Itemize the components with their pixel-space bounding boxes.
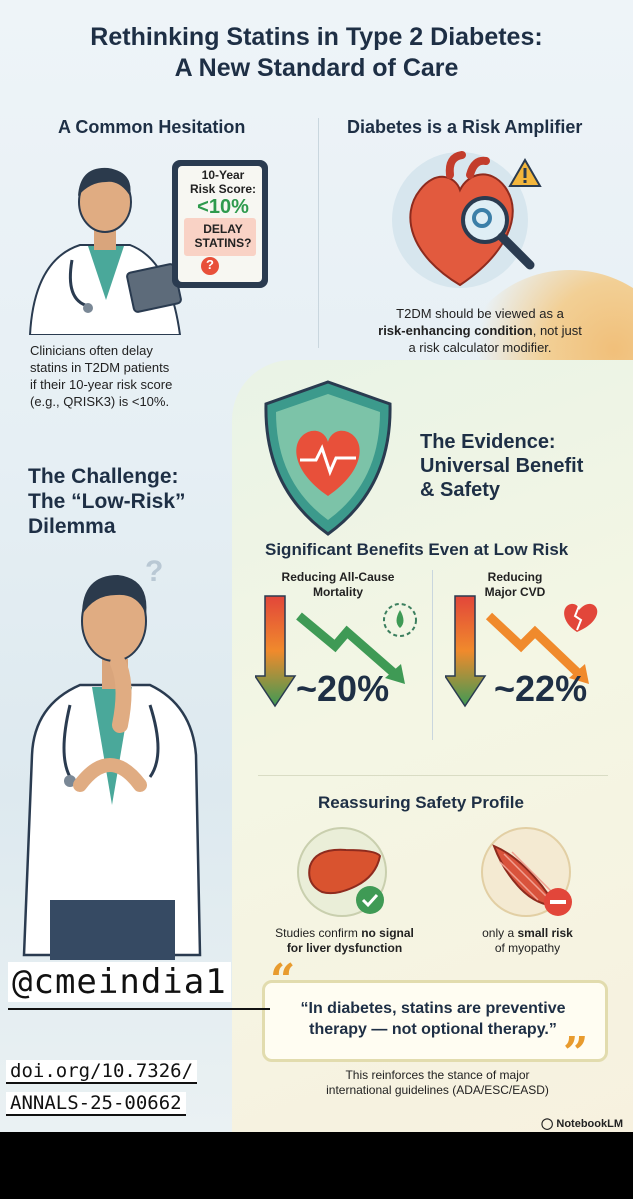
tablet-delay2: STATINS? (194, 236, 252, 250)
mortality-value: ~20% (296, 668, 390, 709)
tablet-line2: Risk Score: (189, 182, 257, 196)
brand-label: ◯ NotebookLM (541, 1117, 623, 1130)
hesitation-text-line: if their 10-year risk score (30, 377, 173, 392)
heart-magnifier-icon (392, 151, 535, 288)
tablet-text: 10-Year Risk Score: <10% DELAY STATINS? (187, 168, 259, 250)
quote-box (262, 980, 608, 1062)
benefit-right-label: Reducing Major CVD (465, 570, 565, 600)
warning-icon (508, 158, 542, 187)
open-quote-icon: “ (270, 955, 296, 1006)
liver-icon (297, 827, 387, 917)
tablet-question-mark: ? (206, 257, 214, 272)
challenge-line1: The Challenge: (28, 465, 179, 488)
column-divider (318, 118, 319, 348)
benefit-left-label2: Mortality (312, 585, 363, 599)
quote-line1: “In diabetes, statins are preventive (300, 1000, 566, 1017)
benefit-divider (432, 570, 433, 740)
evidence-heading: The Evidence: Universal Benefit & Safety (420, 430, 583, 502)
benefit-right-label1: Reducing (487, 570, 543, 584)
shield-heart-icon (264, 380, 392, 536)
doi-line1: doi.org/10.7326/ (6, 1060, 198, 1084)
quote-line2: therapy — not optional therapy.” (309, 1021, 557, 1038)
muscle-line1-pre: only a (482, 926, 518, 940)
amplifier-line2-rest: , not just (532, 323, 582, 338)
title-line1: Rethinking Statins in Type 2 Diabetes: (90, 23, 543, 51)
benefit-left-label1: Reducing All-Cause (281, 570, 395, 584)
liver-line1-pre: Studies confirm (275, 926, 362, 940)
doi-line2: ANNALS-25-00662 (6, 1092, 186, 1116)
handle-underline (8, 1008, 270, 1010)
doctor-figure-small (28, 167, 182, 335)
amplifier-bold: risk-enhancing condition (378, 323, 533, 338)
footer-line2: international guidelines (ADA/ESC/EASD) (326, 1083, 549, 1097)
footer-line1: This reinforces the stance of major (345, 1068, 530, 1082)
cvd-arrows-icon (445, 595, 598, 708)
section-divider (258, 775, 608, 776)
amplifier-line3: a risk calculator modifier. (408, 340, 552, 355)
page-title: Rethinking Statins in Type 2 Diabetes: A… (0, 22, 633, 84)
amplifier-heading: Diabetes is a Risk Amplifier (347, 117, 583, 137)
hesitation-text: Clinicians often delay statins in T2DM p… (30, 342, 250, 410)
handle-overlay: @cmeindia1 (8, 962, 231, 1002)
muscle-text: only a small risk of myopathy (455, 926, 600, 956)
benefits-heading: Significant Benefits Even at Low Risk (265, 540, 569, 559)
muscle-line2-text: of myopathy (494, 941, 561, 955)
question-deco-icon: ? (145, 555, 164, 588)
challenge-line3: Dilemma (28, 515, 116, 538)
tablet-icon (172, 160, 268, 288)
quote-text: “In diabetes, statins are preventive the… (268, 998, 598, 1040)
close-quote-icon: ” (563, 1028, 589, 1079)
evidence-line3: & Safety (420, 479, 501, 501)
evidence-line1: The Evidence: (420, 431, 556, 453)
liver-line1-bold: no signal (361, 926, 414, 940)
muscle-line2: of myopathy (455, 941, 600, 956)
safety-heading: Reassuring Safety Profile (318, 793, 524, 812)
brand-icon: ◯ (541, 1118, 554, 1130)
hesitation-heading: A Common Hesitation (58, 117, 246, 137)
liver-line1: Studies confirm no signal (262, 926, 427, 941)
muscle-line1-bold: small risk (517, 926, 573, 940)
tablet-line1: 10-Year (201, 168, 245, 182)
muscle-line1: only a small risk (455, 926, 600, 941)
benefit-left-label: Reducing All-Cause Mortality (278, 570, 398, 600)
muscle-icon (481, 827, 572, 917)
cvd-value: ~22% (494, 668, 588, 709)
liver-line2: for liver dysfunction (286, 941, 403, 955)
amplifier-text: T2DM should be viewed as a risk-enhancin… (350, 305, 610, 356)
challenge-heading: The Challenge: The “Low-Risk” Dilemma (28, 464, 186, 539)
benefit-right-label2: Major CVD (484, 585, 546, 599)
hesitation-text-line: Clinicians often delay (30, 343, 153, 358)
liver-text: Studies confirm no signal for liver dysf… (262, 926, 427, 956)
challenge-line2: The “Low-Risk” (28, 490, 186, 513)
hesitation-text-line: (e.g., QRISK3) is <10%. (30, 394, 170, 409)
evidence-line2: Universal Benefit (420, 455, 584, 477)
mortality-arrows-icon (255, 595, 417, 708)
hesitation-text-line: statins in T2DM patients (30, 360, 170, 375)
title-line2: A New Standard of Care (174, 54, 459, 82)
brand-text: NotebookLM (556, 1118, 623, 1130)
tablet-delay1: DELAY (203, 222, 243, 236)
infographic: Rethinking Statins in Type 2 Diabetes: A… (0, 0, 633, 1132)
tablet-value: <10% (197, 196, 249, 218)
amplifier-line1: T2DM should be viewed as a (396, 306, 564, 321)
doctor-figure-large (22, 575, 202, 960)
footer-text: This reinforces the stance of major inte… (300, 1068, 575, 1098)
amplifier-line2: risk-enhancing condition, not just (350, 322, 610, 339)
